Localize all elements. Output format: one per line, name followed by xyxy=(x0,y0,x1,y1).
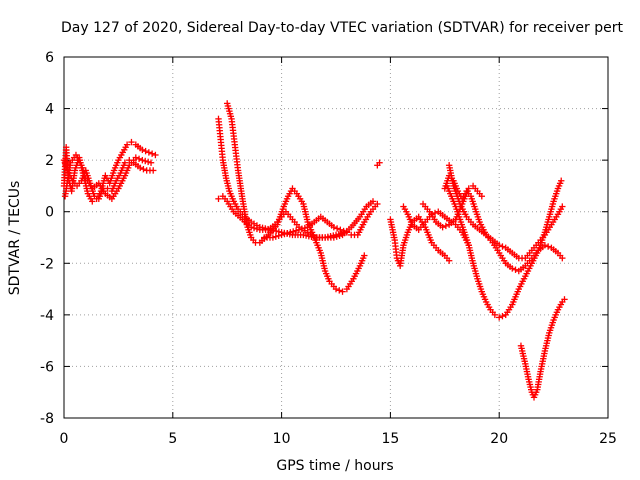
arc-7-point xyxy=(374,200,381,208)
arc-6-point xyxy=(250,224,258,232)
arc-6-point xyxy=(215,195,222,203)
x-tick-label: 20 xyxy=(490,431,508,447)
arc-15-point xyxy=(465,185,472,192)
arc-1-point xyxy=(139,146,146,154)
y-tick-label: 2 xyxy=(45,153,54,169)
arc-8-point xyxy=(376,159,383,166)
arc-13-point xyxy=(499,312,506,320)
y-tick-label: 6 xyxy=(45,50,54,66)
arc-7-point xyxy=(269,234,277,241)
arc-6-point xyxy=(336,232,343,239)
arc-3-point xyxy=(142,157,149,165)
arc-1-point xyxy=(148,150,156,157)
arc-7-point xyxy=(337,226,344,233)
arc-7-point xyxy=(343,229,351,236)
arc-1-point xyxy=(123,141,131,148)
arc-11-point xyxy=(559,254,566,262)
arc-1-point xyxy=(89,198,96,205)
arc-11-point xyxy=(512,266,519,273)
chart-title: Day 127 of 2020, Sidereal Day-to-day VTE… xyxy=(61,20,623,36)
arc-1-point xyxy=(145,149,153,156)
arc-3-point xyxy=(135,155,143,163)
arc-14-point xyxy=(561,296,568,303)
x-tick-label: 5 xyxy=(168,431,177,447)
arc-13-point xyxy=(496,314,503,321)
arc-7-point xyxy=(295,226,303,233)
y-tick-label: -8 xyxy=(40,411,54,427)
arc-7-point xyxy=(287,229,294,236)
y-tick-label: -4 xyxy=(40,308,54,324)
arc-2-point xyxy=(104,185,111,192)
arc-12-point xyxy=(499,243,506,250)
arc-7-point xyxy=(298,225,306,233)
plot-frame xyxy=(63,56,609,419)
arc-7-point xyxy=(275,232,282,239)
x-tick-label: 10 xyxy=(273,431,291,447)
arc-3-point xyxy=(147,159,155,166)
arc-6-point xyxy=(333,233,340,240)
axis-ticks: 0 5 10 15 20 25 -8 -6 -4 -2 0 2 4 6 xyxy=(40,50,617,447)
arc-2-point xyxy=(136,164,144,172)
arc-5-point xyxy=(336,287,343,294)
arc-7-point xyxy=(333,225,341,232)
arc-7-point xyxy=(330,223,338,231)
arc-6-point xyxy=(253,225,261,233)
arc-1-point xyxy=(128,138,135,146)
arc-6-point xyxy=(330,234,338,241)
arc-2-point xyxy=(150,167,157,174)
arc-15-point xyxy=(439,223,446,231)
arc-2-point xyxy=(140,165,147,173)
arc-11-point xyxy=(509,265,516,272)
arc-15-point xyxy=(442,222,450,230)
x-tick-label: 0 xyxy=(60,431,69,447)
arc-3-point xyxy=(139,156,146,164)
x-tick-label: 25 xyxy=(599,431,617,447)
arc-7-point xyxy=(284,230,291,237)
arc-10-point xyxy=(431,209,439,217)
arc-7-point xyxy=(272,233,279,240)
y-axis-label: SDTVAR / TECUs xyxy=(7,181,23,296)
arc-5-point xyxy=(361,252,368,259)
arc-5-point xyxy=(339,288,346,295)
arc-12-point xyxy=(559,203,566,210)
arc-15-point xyxy=(478,193,485,200)
arc-5-point xyxy=(332,285,340,293)
arc-7-point xyxy=(340,227,347,235)
arc-13-point xyxy=(491,311,499,319)
arc-2-point xyxy=(121,159,129,166)
data-points xyxy=(60,100,568,401)
arc-7-point xyxy=(301,224,309,232)
y-tick-label: 4 xyxy=(45,102,54,118)
arc-6-point xyxy=(369,198,377,205)
grid-lines xyxy=(64,57,608,418)
arc-3-point xyxy=(132,154,140,161)
x-axis-label: GPS time / hours xyxy=(276,458,393,474)
y-tick-label: -2 xyxy=(40,256,54,272)
arc-11-point xyxy=(544,243,552,250)
arc-3-point xyxy=(144,158,152,166)
arc-7-point xyxy=(292,227,300,234)
arc-9-point xyxy=(445,257,453,264)
arc-7-point xyxy=(290,228,297,235)
arc-7-point xyxy=(278,231,285,239)
arc-13-point xyxy=(558,177,565,184)
y-tick-label: 0 xyxy=(45,205,54,221)
x-tick-label: 15 xyxy=(381,431,399,447)
arc-1-point xyxy=(152,151,159,159)
y-tick-label: -6 xyxy=(40,359,54,375)
arc-7-point xyxy=(281,230,288,238)
arc-2-point xyxy=(91,193,98,200)
arc-1-point xyxy=(142,147,149,155)
arc-12-point xyxy=(496,242,503,249)
arc-6-point xyxy=(247,223,255,231)
